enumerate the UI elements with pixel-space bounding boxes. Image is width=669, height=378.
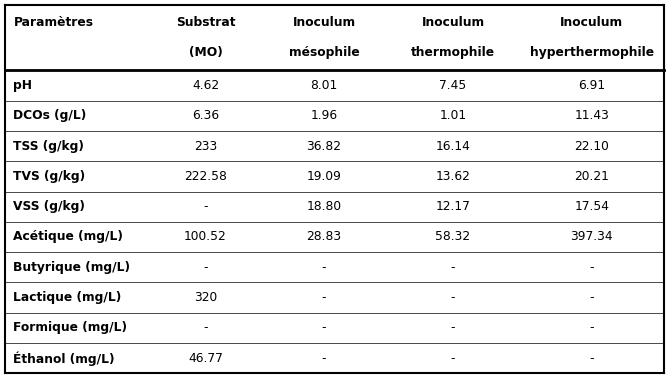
Text: -: - bbox=[322, 321, 326, 335]
Text: -: - bbox=[451, 321, 455, 335]
Text: 320: 320 bbox=[194, 291, 217, 304]
Text: -: - bbox=[589, 261, 594, 274]
Text: 46.77: 46.77 bbox=[188, 352, 223, 365]
Text: mésophile: mésophile bbox=[288, 46, 359, 59]
Text: -: - bbox=[589, 321, 594, 335]
Text: -: - bbox=[451, 261, 455, 274]
Text: Formique (mg/L): Formique (mg/L) bbox=[13, 321, 127, 335]
Text: 58.32: 58.32 bbox=[436, 231, 470, 243]
Text: Substrat: Substrat bbox=[176, 16, 235, 29]
Text: Acétique (mg/L): Acétique (mg/L) bbox=[13, 231, 123, 243]
Text: TVS (g/kg): TVS (g/kg) bbox=[13, 170, 86, 183]
Text: 7.45: 7.45 bbox=[440, 79, 466, 92]
Text: -: - bbox=[589, 291, 594, 304]
Text: -: - bbox=[203, 261, 207, 274]
Text: 19.09: 19.09 bbox=[306, 170, 341, 183]
Text: -: - bbox=[322, 352, 326, 365]
Text: 4.62: 4.62 bbox=[192, 79, 219, 92]
Text: 18.80: 18.80 bbox=[306, 200, 342, 213]
Text: Inoculum: Inoculum bbox=[561, 16, 624, 29]
Text: 22.10: 22.10 bbox=[575, 139, 609, 152]
Text: 100.52: 100.52 bbox=[184, 231, 227, 243]
Text: 1.96: 1.96 bbox=[310, 109, 338, 122]
Text: -: - bbox=[451, 291, 455, 304]
Text: 222.58: 222.58 bbox=[184, 170, 227, 183]
Text: 36.82: 36.82 bbox=[306, 139, 341, 152]
Text: Éthanol (mg/L): Éthanol (mg/L) bbox=[13, 351, 115, 366]
Text: 16.14: 16.14 bbox=[436, 139, 470, 152]
Text: 17.54: 17.54 bbox=[575, 200, 609, 213]
Text: -: - bbox=[451, 352, 455, 365]
Text: 28.83: 28.83 bbox=[306, 231, 342, 243]
Text: 11.43: 11.43 bbox=[575, 109, 609, 122]
Text: 233: 233 bbox=[194, 139, 217, 152]
Text: (MO): (MO) bbox=[189, 46, 222, 59]
Text: 12.17: 12.17 bbox=[436, 200, 470, 213]
Text: Inoculum: Inoculum bbox=[421, 16, 484, 29]
Text: thermophile: thermophile bbox=[411, 46, 495, 59]
Text: DCOs (g/L): DCOs (g/L) bbox=[13, 109, 86, 122]
Text: Lactique (mg/L): Lactique (mg/L) bbox=[13, 291, 122, 304]
Text: 20.21: 20.21 bbox=[575, 170, 609, 183]
Text: 8.01: 8.01 bbox=[310, 79, 338, 92]
Text: -: - bbox=[203, 321, 207, 335]
Text: VSS (g/kg): VSS (g/kg) bbox=[13, 200, 85, 213]
Text: 1.01: 1.01 bbox=[440, 109, 466, 122]
Text: -: - bbox=[589, 352, 594, 365]
Text: -: - bbox=[203, 200, 207, 213]
Text: 6.91: 6.91 bbox=[578, 79, 605, 92]
Text: -: - bbox=[322, 291, 326, 304]
Text: Butyrique (mg/L): Butyrique (mg/L) bbox=[13, 261, 130, 274]
Text: 13.62: 13.62 bbox=[436, 170, 470, 183]
Text: 397.34: 397.34 bbox=[571, 231, 613, 243]
Text: pH: pH bbox=[13, 79, 32, 92]
Text: -: - bbox=[322, 261, 326, 274]
Text: Inoculum: Inoculum bbox=[292, 16, 355, 29]
Text: 6.36: 6.36 bbox=[192, 109, 219, 122]
Text: TSS (g/kg): TSS (g/kg) bbox=[13, 139, 84, 152]
Text: Paramètres: Paramètres bbox=[13, 16, 94, 29]
Text: hyperthermophile: hyperthermophile bbox=[530, 46, 654, 59]
